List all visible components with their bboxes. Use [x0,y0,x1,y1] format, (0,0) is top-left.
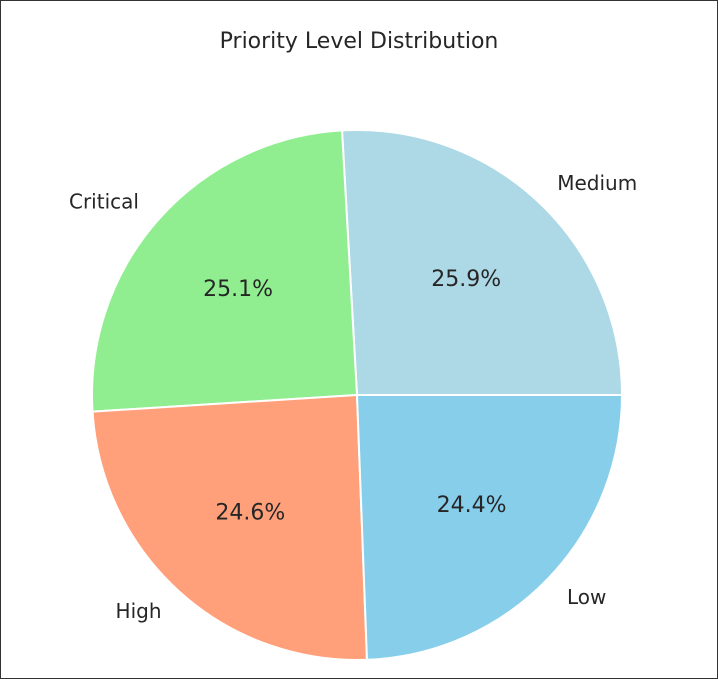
chart-title: Priority Level Distribution [219,29,499,54]
pie-slice-low [355,394,624,661]
pct-label-critical: 25.1% [203,277,273,302]
slice-label-high: High [116,599,162,623]
pie-slice-medium [340,129,624,396]
slice-label-critical: Critical [69,190,139,214]
pie-slice-critical [91,129,359,413]
pct-label-medium: 25.9% [431,267,501,292]
pie-slice-high [91,393,369,661]
slice-label-medium: Medium [557,171,637,195]
pct-label-high: 24.6% [215,500,285,525]
slice-label-low: Low [567,585,606,609]
pct-label-low: 24.4% [437,493,507,518]
